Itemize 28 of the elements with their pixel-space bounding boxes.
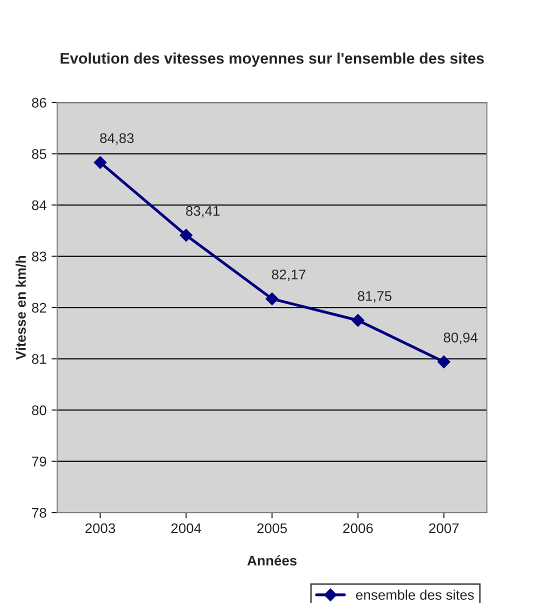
- x-tick-label: 2006: [343, 523, 373, 534]
- data-label: 80,94: [444, 332, 478, 344]
- y-tick-label: 79: [32, 456, 46, 466]
- y-tick-label: 81: [32, 354, 46, 364]
- x-tick-label: 2007: [429, 523, 459, 534]
- y-axis-title: Vitesse en km/h: [16, 256, 26, 360]
- point: [266, 292, 278, 306]
- y-tick-label: 85: [32, 149, 46, 159]
- x-tick-label: 2003: [85, 523, 116, 534]
- y-tick-label: 84: [32, 200, 46, 210]
- y-tick-label: 80: [32, 405, 46, 416]
- x-axis-title: Années: [247, 555, 297, 566]
- point: [180, 228, 193, 242]
- legend-label: ensemble des sites: [356, 590, 474, 600]
- data-label: 84,83: [100, 133, 134, 145]
- data-label: 81,75: [358, 291, 392, 303]
- data-label: 83,41: [186, 206, 220, 218]
- y-tick-label: 82: [32, 302, 46, 313]
- chart-title: Evolution des vitesses moyennes sur l'ensemble des sites: [60, 52, 484, 67]
- point: [94, 156, 107, 169]
- y-tick-label: 83: [32, 252, 46, 262]
- y-tick-label: 86: [32, 98, 46, 108]
- data-label: 82,17: [272, 270, 306, 282]
- point: [352, 314, 364, 327]
- x-tick-label: 2004: [171, 523, 202, 534]
- point: [437, 355, 450, 368]
- y-tick-label: 78: [32, 508, 46, 518]
- x-tick-label: 2005: [257, 523, 287, 534]
